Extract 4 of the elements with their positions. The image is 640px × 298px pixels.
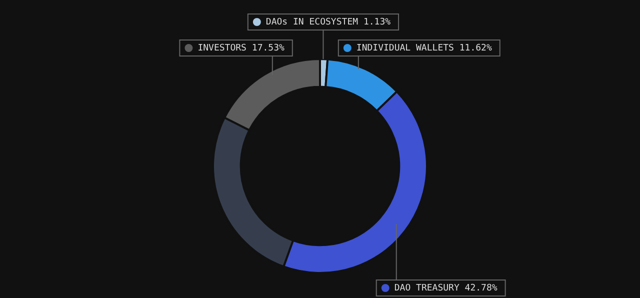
legend-label: DAOs IN ECOSYSTEM 1.13% <box>266 17 392 28</box>
legend-label: DAO TREASURY 42.78% <box>394 283 498 294</box>
legend-label: INDIVIDUAL WALLETS 11.62% <box>356 43 492 54</box>
legend-label: INVESTORS 17.53% <box>198 43 285 54</box>
